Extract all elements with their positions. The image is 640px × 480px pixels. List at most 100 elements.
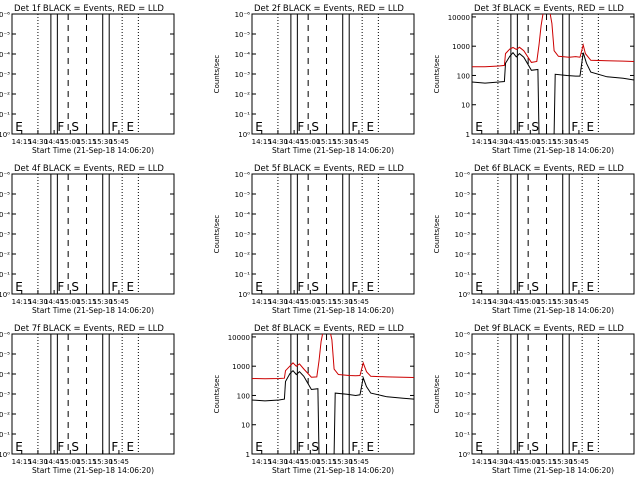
y-tick-label: 10⁻⁶ [455,331,471,339]
marker-label: E [126,440,134,454]
y-tick-label: 10000 [228,334,250,342]
x-tick-label: 15:30 [333,138,353,146]
chart-panel-5: Det 5f BLACK = Events, RED = LLD Counts/s… [213,164,415,315]
plot-frame [11,173,175,295]
chart-title: Det 2f BLACK = Events, RED = LLD [254,4,404,14]
x-tick-label: 15:00 [300,458,320,466]
marker-label: F [111,440,118,454]
marker-label: S [71,120,79,134]
x-tick-label: 15:30 [93,138,113,146]
x-tick-label: 14:15 [252,138,272,146]
y-tick-label: 10⁻¹ [0,431,10,439]
y-tick-label: 100 [237,392,250,400]
y-tick-label: 10⁻⁴ [0,371,10,379]
x-tick-label: 15:15 [316,298,336,306]
marker-label: S [531,120,539,134]
chart-title: Det 5f BLACK = Events, RED = LLD [254,164,404,174]
marker-label: F [57,280,64,294]
marker-label: E [126,280,134,294]
x-tick-label: 14:30 [488,298,508,306]
marker-label: F [517,440,524,454]
y-tick-label: 10⁻¹ [0,111,10,119]
x-tick-label: 15:45 [349,138,369,146]
y-tick-label: 10⁻⁵ [455,351,471,359]
x-tick-label: 14:15 [472,458,492,466]
x-tick-label: 14:30 [488,138,508,146]
y-tick-label: 10⁻⁴ [235,211,251,219]
marker-label: S [311,120,319,134]
x-tick-label: 14:15 [472,138,492,146]
x-tick-label: 14:15 [12,138,32,146]
marker-label: E [366,120,374,134]
y-tick-label: 10⁻⁵ [235,191,251,199]
x-axis-label: Start Time (21-Sep-18 14:06:20) [272,466,394,475]
x-tick-label: 15:00 [300,298,320,306]
chart-panel-8: Det 8f BLACK = Events, RED = LLD Counts/s… [213,324,415,475]
y-axis-label: Counts/sec [433,375,441,414]
x-axis-label: Start Time (21-Sep-18 14:06:20) [492,306,614,315]
y-tick-label: 10⁻³ [0,71,10,79]
x-tick-label: 14:30 [28,298,48,306]
x-tick-label: 15:30 [93,458,113,466]
x-tick-label: 14:45 [504,298,524,306]
y-tick-label: 10⁻³ [455,391,471,399]
marker-label: F [111,280,118,294]
x-tick-label: 15:00 [60,298,80,306]
y-tick-label: 10⁻² [455,251,471,259]
marker-label: E [255,120,263,134]
marker-label: F [571,120,578,134]
x-tick-label: 14:30 [268,138,288,146]
marker-label: E [15,440,23,454]
y-tick-label: 10⁰ [0,291,10,299]
marker-label: E [366,280,374,294]
y-tick-label: 10⁻⁵ [235,31,251,39]
plot-frame [251,173,415,295]
marker-label: F [297,280,304,294]
x-tick-label: 15:30 [553,298,573,306]
marker-label: E [126,120,134,134]
y-tick-label: 10⁰ [238,131,250,139]
chart-panel-6: Det 6f BLACK = Events, RED = LLD Counts/s… [433,164,635,315]
x-tick-label: 14:30 [28,458,48,466]
x-axis-label: Start Time (21-Sep-18 14:06:20) [492,146,614,155]
marker-label: F [57,440,64,454]
chart-panel-9: Det 9f BLACK = Events, RED = LLD Counts/s… [433,324,635,475]
y-tick-label: 10⁻³ [235,71,251,79]
x-tick-label: 15:00 [520,298,540,306]
y-tick-label: 10⁻¹ [0,271,10,279]
x-axis-label: Start Time (21-Sep-18 14:06:20) [32,146,154,155]
marker-label: E [15,120,23,134]
x-tick-label: 15:45 [569,298,589,306]
marker-label: E [15,280,23,294]
marker-label: E [475,120,483,134]
y-tick-label: 10⁻⁴ [235,51,251,59]
y-tick-label: 10 [241,422,250,430]
chart-title: Det 9f BLACK = Events, RED = LLD [474,324,624,334]
y-tick-label: 10⁻⁵ [455,191,471,199]
x-tick-label: 14:15 [12,458,32,466]
marker-label: S [531,440,539,454]
y-tick-label: 10⁻³ [0,231,10,239]
plot-frame [471,333,635,455]
y-tick-label: 10000 [448,14,470,22]
marker-label: F [297,120,304,134]
marker-label: F [57,120,64,134]
x-tick-label: 15:15 [536,138,556,146]
x-tick-label: 15:45 [569,138,589,146]
x-tick-label: 14:45 [504,458,524,466]
x-tick-label: 14:45 [44,298,64,306]
x-tick-label: 15:00 [60,458,80,466]
y-axis-label: Counts/sec [433,215,441,254]
x-tick-label: 14:15 [252,298,272,306]
marker-label: S [71,280,79,294]
y-tick-label: 10⁰ [0,131,10,139]
x-tick-label: 15:30 [333,298,353,306]
y-tick-label: 10⁻² [235,251,251,259]
marker-label: F [571,280,578,294]
plot-frame [251,13,415,135]
y-tick-label: 10⁻⁶ [0,11,10,19]
marker-label: F [111,120,118,134]
y-tick-label: 10⁻¹ [235,111,251,119]
x-tick-label: 14:30 [28,138,48,146]
